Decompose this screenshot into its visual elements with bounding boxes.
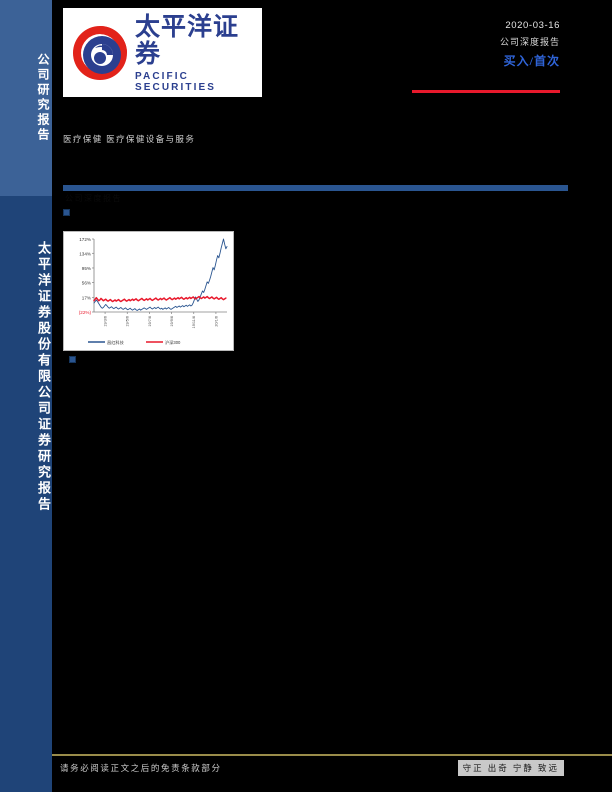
sidebar-band-top <box>0 0 52 196</box>
breadcrumb: 医疗保健 医疗保健设备与服务 <box>63 134 196 144</box>
logo-english-name: PACIFIC SECURITIES <box>135 70 217 93</box>
report-type: 公司深度报告 <box>499 37 560 47</box>
svg-text:17%: 17% <box>82 295 91 300</box>
logo-wordmark: 太平洋证券 PACIFIC SECURITIES <box>135 11 262 93</box>
footer-divider <box>52 754 612 756</box>
svg-text:56%: 56% <box>82 281 91 286</box>
sidebar-label-firm-research: 太平洋证券股份有限公司证券研究报告 <box>35 241 50 513</box>
title-divider-bar <box>63 185 568 191</box>
svg-text:沪深300: 沪深300 <box>165 339 181 346</box>
page-title: 公司深度报告 <box>65 194 122 203</box>
svg-text:19/9/6: 19/9/6 <box>170 316 174 327</box>
svg-text:19/5/6: 19/5/6 <box>126 316 130 327</box>
svg-text:20/1/6: 20/1/6 <box>214 316 218 327</box>
svg-text:昌红科技: 昌红科技 <box>107 339 125 346</box>
left-sidebar: 公司研究报告 太平洋证券股份有限公司证券研究报告 <box>0 0 53 792</box>
stock-performance-chart: 172% 134% 95% 56% 17% (22%) 19/3/6 19/5/6 19/7/6… <box>63 231 234 351</box>
sidebar-band-bottom <box>0 196 52 792</box>
footer-disclaimer: 请务必阅读正文之后的免责条款部分 <box>60 763 222 773</box>
bullet-marker-1 <box>63 209 70 216</box>
document-page: 太平洋证券 PACIFIC SECURITIES 2020-03-16 公司深度… <box>52 0 612 792</box>
svg-text:19/7/6: 19/7/6 <box>148 316 152 327</box>
chart-svg: 172% 134% 95% 56% 17% (22%) 19/3/6 19/5/6 19/7/6… <box>79 237 228 346</box>
svg-text:172%: 172% <box>79 237 91 242</box>
svg-text:95%: 95% <box>82 266 91 271</box>
header-red-rule <box>412 90 560 93</box>
svg-text:(22%): (22%) <box>79 310 92 315</box>
report-date: 2020-03-16 <box>505 20 560 31</box>
sidebar-label-company-research: 公司研究报告 <box>36 53 50 143</box>
bullet-marker-2 <box>69 356 76 363</box>
footer-slogan: 守正 出奇 宁静 致远 <box>457 760 564 776</box>
rating-badge: 买入/首次 <box>503 54 560 68</box>
svg-text:134%: 134% <box>79 251 91 256</box>
svg-text:19/11/6: 19/11/6 <box>192 316 196 328</box>
header-meta: 2020-03-16 公司深度报告 买入/首次 <box>390 20 560 93</box>
company-logo: 太平洋证券 PACIFIC SECURITIES <box>63 8 262 97</box>
svg-text:19/3/6: 19/3/6 <box>103 316 107 327</box>
logo-chinese-name: 太平洋证券 <box>135 11 240 68</box>
pacific-securities-logo-icon <box>69 22 131 84</box>
